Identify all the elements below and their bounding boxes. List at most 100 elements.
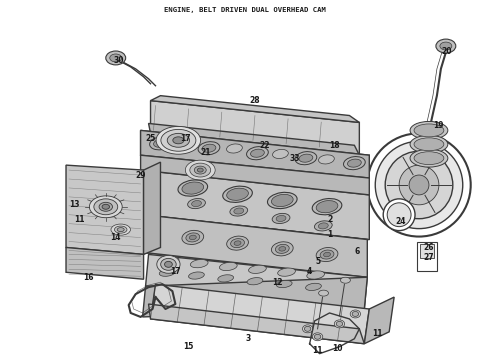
Text: 17: 17: [170, 267, 181, 276]
Text: 20: 20: [441, 46, 452, 55]
Polygon shape: [146, 255, 368, 309]
Ellipse shape: [202, 144, 216, 152]
Ellipse shape: [387, 203, 411, 227]
Ellipse shape: [102, 204, 110, 209]
Text: 13: 13: [69, 200, 79, 209]
Ellipse shape: [227, 236, 248, 250]
Circle shape: [368, 133, 471, 237]
Text: 27: 27: [424, 253, 434, 262]
Ellipse shape: [248, 265, 266, 274]
Ellipse shape: [278, 268, 295, 276]
Circle shape: [375, 141, 463, 229]
Ellipse shape: [188, 198, 205, 209]
Polygon shape: [141, 130, 369, 178]
Ellipse shape: [157, 255, 180, 273]
Text: 25: 25: [146, 134, 156, 143]
Ellipse shape: [115, 226, 127, 233]
Ellipse shape: [304, 327, 311, 331]
Polygon shape: [365, 297, 394, 344]
Text: 11: 11: [312, 346, 323, 355]
Ellipse shape: [414, 152, 444, 165]
Ellipse shape: [350, 310, 361, 318]
Text: 14: 14: [110, 233, 121, 242]
Ellipse shape: [197, 168, 203, 172]
Ellipse shape: [316, 201, 338, 213]
Ellipse shape: [436, 39, 456, 53]
Ellipse shape: [279, 247, 286, 251]
Polygon shape: [150, 100, 359, 155]
Ellipse shape: [312, 198, 342, 215]
Polygon shape: [141, 155, 369, 195]
Circle shape: [399, 165, 439, 205]
Ellipse shape: [272, 149, 288, 158]
Ellipse shape: [271, 194, 293, 207]
Ellipse shape: [153, 139, 168, 147]
Ellipse shape: [316, 248, 338, 262]
Ellipse shape: [226, 144, 243, 153]
Ellipse shape: [161, 257, 179, 265]
Ellipse shape: [189, 235, 196, 240]
Ellipse shape: [315, 221, 332, 231]
Text: ENGINE, BELT DRIVEN DUAL OVERHEAD CAM: ENGINE, BELT DRIVEN DUAL OVERHEAD CAM: [164, 7, 326, 13]
Ellipse shape: [156, 126, 200, 154]
Ellipse shape: [410, 135, 448, 153]
Text: 29: 29: [135, 171, 146, 180]
Text: 3: 3: [245, 334, 250, 343]
Bar: [417, 242, 437, 271]
Text: 10: 10: [332, 344, 343, 353]
Polygon shape: [66, 165, 144, 255]
Ellipse shape: [343, 157, 365, 170]
Bar: [420, 244, 434, 258]
Ellipse shape: [318, 290, 328, 296]
Ellipse shape: [189, 272, 204, 279]
Ellipse shape: [271, 242, 293, 256]
Ellipse shape: [220, 262, 237, 271]
Ellipse shape: [336, 321, 343, 327]
Ellipse shape: [149, 137, 171, 150]
Polygon shape: [150, 284, 369, 344]
Text: 1: 1: [327, 230, 332, 239]
Polygon shape: [144, 162, 161, 255]
Ellipse shape: [414, 138, 444, 151]
Ellipse shape: [198, 142, 220, 155]
Ellipse shape: [180, 139, 196, 148]
Ellipse shape: [173, 137, 184, 144]
Text: 16: 16: [84, 273, 94, 282]
Ellipse shape: [192, 201, 201, 207]
Ellipse shape: [307, 271, 324, 279]
Ellipse shape: [352, 311, 359, 316]
Polygon shape: [141, 170, 369, 239]
Text: 2: 2: [327, 215, 332, 224]
Polygon shape: [141, 130, 369, 178]
Ellipse shape: [302, 325, 313, 333]
Ellipse shape: [295, 152, 317, 165]
Text: 21: 21: [200, 148, 211, 157]
Ellipse shape: [185, 160, 215, 180]
Circle shape: [385, 151, 453, 219]
Ellipse shape: [99, 202, 113, 211]
Ellipse shape: [167, 133, 190, 147]
Ellipse shape: [347, 159, 361, 167]
Text: 19: 19: [434, 121, 444, 130]
Circle shape: [409, 175, 429, 195]
Text: 22: 22: [260, 141, 270, 150]
Ellipse shape: [117, 228, 124, 231]
Ellipse shape: [195, 166, 206, 174]
Ellipse shape: [246, 147, 269, 160]
Ellipse shape: [89, 196, 122, 218]
Ellipse shape: [165, 261, 172, 267]
Text: 12: 12: [272, 278, 283, 287]
Ellipse shape: [234, 208, 244, 214]
Polygon shape: [141, 170, 369, 239]
Text: 5: 5: [315, 257, 320, 266]
Ellipse shape: [299, 154, 313, 162]
Text: 18: 18: [329, 141, 340, 150]
Polygon shape: [148, 304, 365, 344]
Ellipse shape: [159, 269, 175, 276]
Ellipse shape: [334, 320, 344, 328]
Ellipse shape: [306, 283, 321, 291]
Text: 15: 15: [183, 342, 194, 351]
Ellipse shape: [250, 149, 264, 157]
Ellipse shape: [161, 258, 176, 270]
Ellipse shape: [272, 213, 290, 224]
